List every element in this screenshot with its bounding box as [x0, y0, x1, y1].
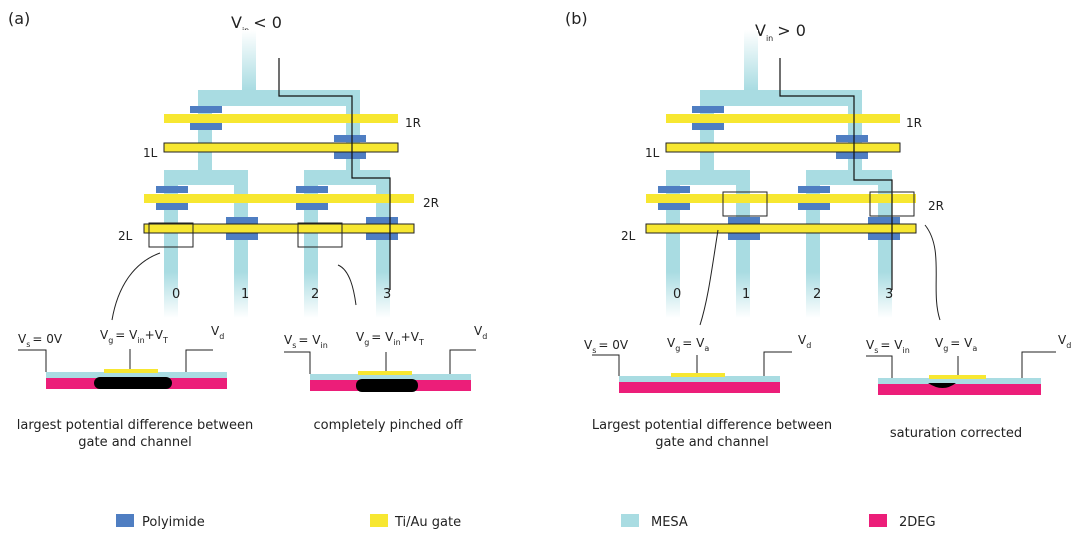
svg-text:Polyimide: Polyimide — [142, 515, 205, 530]
svg-text:MESA: MESA — [651, 515, 688, 530]
legend-swatch — [621, 514, 639, 527]
channel-label-3: 3 — [885, 287, 893, 302]
panel-b-device — [645, 29, 917, 319]
caption: completely pinched off — [314, 418, 464, 433]
highlight-box — [869, 191, 915, 217]
svg-text:Vg= Va: Vg = Va — [667, 336, 709, 353]
gate-label-2l: 2L — [118, 229, 133, 243]
gate-label-1l: 1L — [143, 146, 158, 160]
callout-curve — [337, 264, 357, 306]
caption: gate and channel — [655, 435, 768, 450]
channel-label-3: 3 — [383, 287, 391, 302]
cross-section-a2: Vs = Vin Vg = Vin+VT Vd completely pinched… — [284, 324, 487, 433]
legend-swatch — [370, 514, 388, 527]
gate-label-2l: 2L — [621, 229, 636, 243]
depletion-region — [94, 377, 172, 389]
channel-label-0: 0 — [673, 287, 681, 302]
legend-swatch — [869, 514, 887, 527]
panel-b-vin: Vin > 0 — [755, 21, 806, 43]
svg-text:Vs= Vin: Vs = Vin — [284, 333, 328, 350]
panel-b: (b) Vin > 0 1R 1L 2R 2L 0 1 2 3 Vs = 0V — [565, 9, 1071, 450]
panel-a: (a) Vin< 0 1R 1L 2R 2L 0 1 2 3 Vs= 0 — [8, 9, 487, 450]
legend-item-2deg: 2DEG — [869, 514, 936, 530]
callout-curve — [924, 224, 941, 321]
svg-text:Vd: Vd — [1058, 333, 1071, 350]
highlight-box — [722, 191, 768, 217]
channel-label-2: 2 — [311, 287, 319, 302]
panel-b-current-path — [779, 58, 893, 290]
gate-label-2r: 2R — [423, 196, 439, 210]
depletion-region — [356, 379, 418, 392]
caption: saturation corrected — [890, 426, 1022, 441]
cross-section-b1: Vs = 0V Vg = Va Vd Largest potential diffe… — [584, 333, 832, 450]
svg-text:Vg= Vin+VT: Vg = Vin+VT — [100, 328, 168, 345]
svg-text:Vs= 0V: Vs = 0V — [584, 338, 629, 355]
callout-curve — [111, 252, 161, 321]
gate-label-1r: 1R — [405, 116, 421, 130]
legend-item-polyimide: Polyimide — [116, 514, 205, 530]
cross-section-b2: Vs = Vin Vg = Va Vd saturation corrected — [866, 333, 1071, 441]
svg-text:Vs= 0V: Vs = 0V — [18, 332, 63, 349]
svg-text:Vg= Va: Vg = Va — [935, 336, 977, 353]
gate-label-1l: 1L — [645, 146, 660, 160]
channel-label-2: 2 — [813, 287, 821, 302]
panel-a-current-path — [278, 58, 391, 290]
channel-label-0: 0 — [172, 287, 180, 302]
channel-label-1: 1 — [742, 287, 750, 302]
svg-text:Vg= Vin+VT: Vg = Vin+VT — [356, 330, 424, 347]
callout-curve — [699, 229, 719, 326]
highlight-box — [297, 222, 343, 248]
legend-item-ti-au-gate: Ti/Au gate — [370, 514, 461, 530]
gate-label-1r: 1R — [906, 116, 922, 130]
caption: Largest potential difference between — [592, 418, 832, 433]
svg-text:Vs= Vin: Vs = Vin — [866, 338, 910, 355]
svg-text:Vd: Vd — [474, 324, 487, 341]
legend: Polyimide Ti/Au gate MESA 2DEG — [116, 514, 936, 530]
svg-text:Vd: Vd — [211, 324, 224, 341]
channel-label-1: 1 — [241, 287, 249, 302]
svg-text:Ti/Au gate: Ti/Au gate — [394, 515, 461, 530]
legend-item-mesa: MESA — [621, 514, 688, 530]
highlight-box — [148, 222, 194, 248]
svg-text:2DEG: 2DEG — [899, 515, 936, 530]
caption: largest potential difference between — [17, 418, 254, 433]
panel-b-label: (b) — [565, 9, 588, 28]
depletion-region — [928, 383, 956, 388]
panel-a-label: (a) — [8, 9, 30, 28]
caption: gate and channel — [78, 435, 191, 450]
legend-swatch — [116, 514, 134, 527]
cross-section-a1: Vs = 0V Vg = Vin+VT Vd largest potential d… — [17, 324, 254, 450]
panel-a-vin: Vin< 0 — [231, 13, 282, 35]
gate-label-2r: 2R — [928, 199, 944, 213]
svg-text:Vd: Vd — [798, 333, 811, 350]
